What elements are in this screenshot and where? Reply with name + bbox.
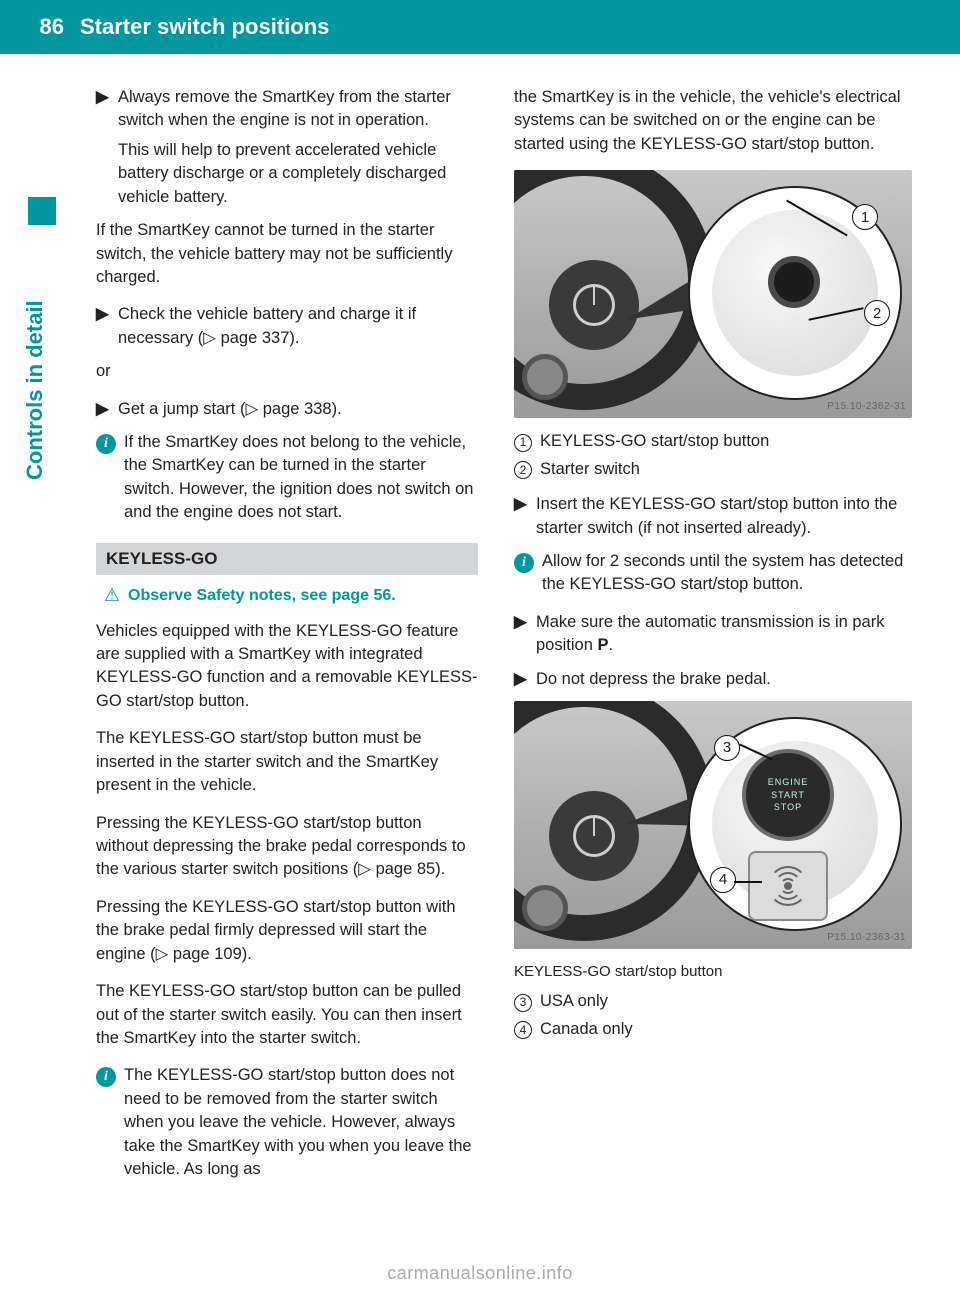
paragraph: The KEYLESS-GO start/stop button must be… [96,727,478,797]
left-column: ▶ Always remove the SmartKey from the st… [96,86,478,1195]
step-item: ▶ Check the vehicle battery and charge i… [96,303,478,350]
step-item: ▶ Do not depress the brake pedal. [514,668,912,691]
warning-icon: ⚠ [102,587,122,605]
or-label: or [96,360,478,383]
safety-note: ⚠ Observe Safety notes, see page 56. [96,585,478,608]
info-text: If the SmartKey does not belong to the v… [124,431,478,525]
paragraph: The KEYLESS-GO start/stop button can be … [96,980,478,1050]
paragraph: If the SmartKey cannot be turned in the … [96,219,478,289]
engine-start-stop-icon: ENGINE START STOP [742,749,834,841]
legend-num: 3 [514,994,532,1012]
mb-logo-icon [573,815,615,857]
info-note: i If the SmartKey does not belong to the… [96,431,478,525]
legend-text: KEYLESS-GO start/stop button [540,430,769,453]
step-marker: ▶ [514,611,536,658]
info-icon: i [96,434,116,454]
smartkey-button-icon [748,851,828,921]
right-column: the SmartKey is in the vehicle, the vehi… [514,86,912,1195]
ignition-slot-icon [768,256,820,308]
callout-3: 3 [714,735,740,761]
step-text: Get a jump start ( [118,400,245,418]
info-text: The KEYLESS-GO start/stop button does no… [124,1064,478,1181]
step-item: ▶ Get a jump start (▷ page 338). [96,398,478,421]
xref-marker: ▷ [156,945,169,963]
figure-keyless-button: ENGINE START STOP 3 4 P15.10-2363-31 [514,701,912,949]
page-number: 86 [0,14,80,40]
mb-logo-icon [573,284,615,326]
step-text: Always remove the SmartKey from the star… [118,88,451,129]
step-subtext: This will help to prevent accelerated ve… [118,139,478,209]
step-item: ▶ Make sure the automatic transmission i… [514,611,912,658]
step-marker: ▶ [96,86,118,209]
step-item: ▶ Always remove the SmartKey from the st… [96,86,478,209]
info-text: Allow for 2 seconds until the system has… [542,550,912,597]
legend-text: Canada only [540,1018,633,1041]
paragraph: Vehicles equipped with the KEYLESS-GO fe… [96,620,478,714]
step-text: page 338). [258,400,341,418]
xref-marker: ▷ [203,329,216,347]
legend-text: Starter switch [540,458,640,481]
info-note: i Allow for 2 seconds until the system h… [514,550,912,597]
xref-marker: ▷ [245,400,258,418]
paragraph: Pressing the KEYLESS-GO start/stop butto… [96,812,478,882]
step-marker: ▶ [514,668,536,691]
paragraph: the SmartKey is in the vehicle, the vehi… [514,86,912,156]
paragraph: Pressing the KEYLESS-GO start/stop butto… [96,896,478,966]
figure-legend: 3 USA only 4 Canada only [514,990,912,1041]
step-marker: ▶ [96,398,118,421]
info-icon: i [514,553,534,573]
callout-4: 4 [710,867,736,893]
side-tab-label: Controls in detail [22,300,48,480]
info-icon: i [96,1067,116,1087]
figure-code: P15.10-2363-31 [827,931,906,945]
safety-text: Observe Safety notes, see page 56. [128,585,396,608]
step-marker: ▶ [514,493,536,540]
legend-num: 4 [514,1021,532,1039]
legend-text: USA only [540,990,608,1013]
figure-legend: 1 KEYLESS-GO start/stop button 2 Starter s… [514,430,912,481]
step-text: Make sure the automatic transmission is … [536,613,884,654]
header-title: Starter switch positions [80,14,329,40]
footer-watermark: carmanualsonline.info [0,1263,960,1284]
figure-ignition: 1 2 P15.10-2362-31 [514,170,912,418]
section-heading: KEYLESS-GO [96,543,478,575]
figure-code: P15.10-2362-31 [827,400,906,414]
legend-num: 2 [514,461,532,479]
step-text: page 337). [216,329,299,347]
step-text: Do not depress the brake pedal. [536,668,912,691]
figure-caption: KEYLESS-GO start/stop button [514,961,912,982]
xref-marker: ▷ [358,860,371,878]
side-tab-block [28,197,56,225]
info-note: i The KEYLESS-GO start/stop button does … [96,1064,478,1181]
page-header: 86 Starter switch positions [0,0,960,54]
step-item: ▶ Insert the KEYLESS-GO start/stop butto… [514,493,912,540]
step-text: Insert the KEYLESS-GO start/stop button … [536,493,912,540]
gear-p: P [597,636,608,654]
step-marker: ▶ [96,303,118,350]
legend-num: 1 [514,434,532,452]
